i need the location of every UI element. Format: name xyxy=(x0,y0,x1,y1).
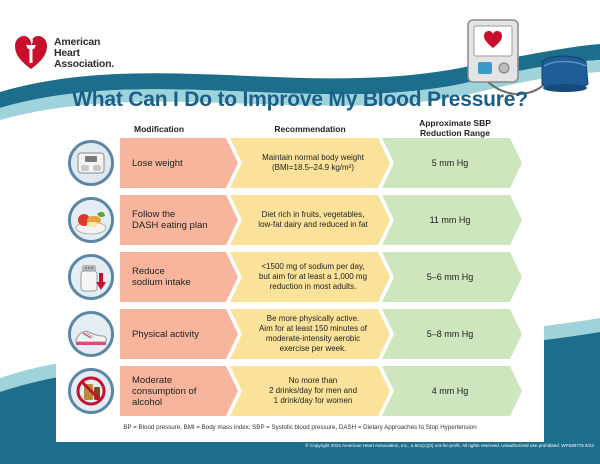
recommendation-line: Maintain normal body weight xyxy=(262,153,364,162)
recommendation-cell: Diet rich in fruits, vegetables, low-fat… xyxy=(230,195,390,245)
recommendation-line: moderate-intensity aerobic xyxy=(265,334,361,343)
modification-line: Moderate xyxy=(132,374,173,386)
recommendation-cell: Be more physically active. Aim for at le… xyxy=(230,309,390,359)
blood-pressure-monitor-icon xyxy=(467,19,589,95)
healthy-food-icon xyxy=(71,200,111,240)
header-recommendation: Recommendation xyxy=(274,124,346,134)
modification-text: Physical activity xyxy=(132,328,200,340)
row-icon-frame xyxy=(68,197,114,243)
recommendation-line: low-fat dairy and reduced in fat xyxy=(258,220,368,229)
recommendation-line: Diet rich in fruits, vegetables, xyxy=(261,210,365,219)
reduction-cell: 4 mm Hg xyxy=(382,366,522,416)
abbreviations-footnote: BP = Blood pressure, BMI = Body mass ind… xyxy=(123,424,477,431)
table-row: Reduce sodium intake <1500 mg of sodium … xyxy=(64,252,534,302)
salt-shaker-icon xyxy=(71,257,111,297)
recommendation-text: <1500 mg of sodium per day, but aim for … xyxy=(230,262,390,292)
modification-line: DASH eating plan xyxy=(132,220,208,231)
modification-text: Follow the DASH eating plan xyxy=(120,209,238,231)
modification-text: Moderate consumption of alcohol xyxy=(120,375,238,408)
modification-cell: Reduce sodium intake xyxy=(120,252,238,302)
recommendation-line: <1500 mg of sodium per day, xyxy=(261,262,365,271)
row-icon-frame xyxy=(68,140,114,186)
modification-line: consumption of xyxy=(132,385,197,397)
recommendation-line: 1 drink/day for women xyxy=(273,396,353,405)
modification-cell: Moderate consumption of alcohol xyxy=(120,366,238,416)
aha-wordmark: American Heart Association. xyxy=(54,37,114,70)
reduction-value: 5–6 mm Hg xyxy=(426,272,474,282)
modification-text: Reduce sodium intake xyxy=(120,266,238,288)
reduction-value: 5–8 mm Hg xyxy=(426,329,474,339)
recommendation-text: Be more physically active. Aim for at le… xyxy=(230,314,390,354)
recommendation-line: Be more physically active. xyxy=(266,314,360,323)
recommendation-line: Aim for at least 150 minutes of xyxy=(258,324,368,333)
recommendation-text: No more than 2 drinks/day for men and 1 … xyxy=(230,376,390,406)
recommendation-cell: No more than 2 drinks/day for men and 1 … xyxy=(230,366,390,416)
page-title: What Can I Do to Improve My Blood Pressu… xyxy=(72,88,528,111)
recommendation-line: exercise per week. xyxy=(279,344,347,353)
header-reduction: Approximate SBP Reduction Range xyxy=(400,118,510,138)
reduction-value: 4 mm Hg xyxy=(431,386,469,396)
table-row: Physical activity Be more physically act… xyxy=(64,309,534,359)
table-row: Lose weight Maintain normal body weight … xyxy=(64,138,534,188)
reduction-value: 5 mm Hg xyxy=(431,158,469,168)
recommendation-line: (BMI=18.5–24.9 kg/m²) xyxy=(271,163,355,172)
modification-cell: Lose weight xyxy=(120,138,238,188)
recommendation-line: 2 drinks/day for men and xyxy=(268,386,358,395)
recommendation-line: but aim for at least a 1,000 mg xyxy=(258,272,368,281)
recommendation-text: Maintain normal body weight (BMI=18.5–24… xyxy=(230,153,390,173)
row-icon-frame xyxy=(68,311,114,357)
aha-logo: American Heart Association. xyxy=(14,31,134,71)
header-reduction-line-1: Approximate SBP xyxy=(419,118,491,128)
reduction-value: 11 mm Hg xyxy=(429,215,471,225)
modification-line: Follow the xyxy=(132,209,176,220)
row-icon-frame xyxy=(68,254,114,300)
reduction-cell: 5 mm Hg xyxy=(382,138,522,188)
brand-line-1: American xyxy=(54,36,101,48)
modification-cell: Follow the DASH eating plan xyxy=(120,195,238,245)
reduction-cell: 5–8 mm Hg xyxy=(382,309,522,359)
recommendation-text: Diet rich in fruits, vegetables, low-fat… xyxy=(230,210,390,230)
recommendation-line: No more than xyxy=(288,376,338,385)
scale-icon xyxy=(71,143,111,183)
modification-line: Reduce xyxy=(132,266,165,277)
row-icon-frame xyxy=(68,368,114,414)
modification-text: Lose weight xyxy=(132,157,183,169)
brand-line-3: Association. xyxy=(54,58,115,70)
modification-cell: Physical activity xyxy=(120,309,238,359)
recommendation-cell: <1500 mg of sodium per day, but aim for … xyxy=(230,252,390,302)
table-row: Moderate consumption of alcohol No more … xyxy=(64,366,534,416)
reduction-cell: 11 mm Hg xyxy=(382,195,522,245)
heart-torch-icon xyxy=(15,35,47,69)
header-reduction-line-2: Reduction Range xyxy=(420,128,490,138)
modification-line: alcohol xyxy=(132,396,163,408)
no-alcohol-icon xyxy=(71,371,111,411)
brand-line-2: Heart xyxy=(54,47,80,59)
modification-line: sodium intake xyxy=(132,277,191,288)
sneaker-icon xyxy=(71,314,111,354)
recommendation-cell: Maintain normal body weight (BMI=18.5–24… xyxy=(230,138,390,188)
reduction-cell: 5–6 mm Hg xyxy=(382,252,522,302)
copyright-notice: © Copyright 2024 American Heart Associat… xyxy=(305,443,594,448)
table-row: Follow the DASH eating plan Diet rich in… xyxy=(64,195,534,245)
header-modification: Modification xyxy=(134,124,185,134)
recommendation-line: reduction in most adults. xyxy=(269,282,357,291)
